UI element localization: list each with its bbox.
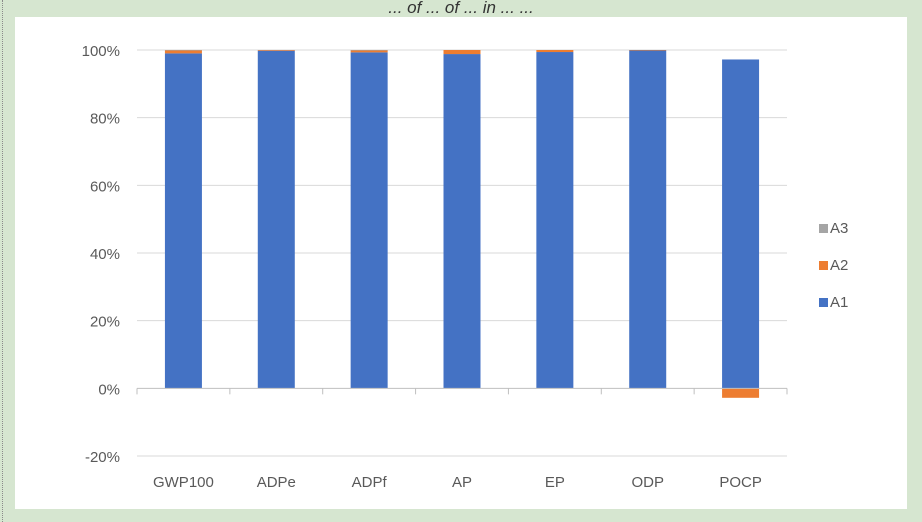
x-tick-label: AP [452, 474, 472, 491]
legend-label-a3: A3 [830, 220, 848, 237]
legend-swatch-a1 [819, 298, 828, 307]
bar-a3-gwp100 [164, 50, 202, 51]
bar-a2-ep [536, 50, 574, 53]
y-tick-label: 60% [90, 178, 120, 195]
bar-a2-gwp100 [164, 50, 202, 54]
y-tick-label: 0% [98, 381, 120, 398]
x-tick-label: ADPe [257, 474, 296, 491]
bar-a2-adpe [257, 50, 295, 51]
y-tick-label: 40% [90, 246, 120, 263]
bar-a2-ap [443, 50, 481, 55]
bar-a2-odp [629, 50, 667, 51]
bar-a2-pocp [722, 388, 760, 398]
bar-a1-ep [536, 52, 574, 389]
legend-label-a1: A1 [830, 294, 848, 311]
y-tick-label: -20% [85, 449, 120, 466]
x-tick-label: POCP [719, 474, 762, 491]
bar-a1-gwp100 [164, 53, 202, 389]
chart-panel: -20% 0% 20% 40% 60% 80% 100% GWP100 ADPe ADPf AP EP… [15, 17, 907, 509]
bar-a1-ap [443, 54, 481, 389]
caption-text: ... of ... of ... in ... ... [388, 0, 534, 17]
x-tick-label: GWP100 [153, 474, 214, 491]
x-tick-label: ODP [631, 474, 664, 491]
bar-a1-adpe [257, 50, 295, 389]
bar-a3-adpf [350, 50, 388, 51]
y-tick-label: 100% [82, 43, 120, 60]
left-border [2, 0, 3, 522]
x-tick-label: ADPf [352, 474, 388, 491]
y-tick-label: 80% [90, 111, 120, 128]
legend-swatch-a2 [819, 261, 828, 270]
caption-strip: ... of ... of ... in ... ... [0, 0, 922, 22]
legend-label-a2: A2 [830, 257, 848, 274]
y-tick-label: 20% [90, 314, 120, 331]
bar-a1-adpf [350, 52, 388, 389]
bar-a1-odp [629, 50, 667, 389]
bar-a2-adpf [350, 50, 388, 53]
x-tick-label: EP [545, 474, 565, 491]
bar-a1-pocp [722, 59, 760, 389]
stacked-bar-chart: -20% 0% 20% 40% 60% 80% 100% GWP100 ADPe ADPf AP EP… [82, 43, 849, 491]
legend-swatch-a3 [819, 224, 828, 233]
